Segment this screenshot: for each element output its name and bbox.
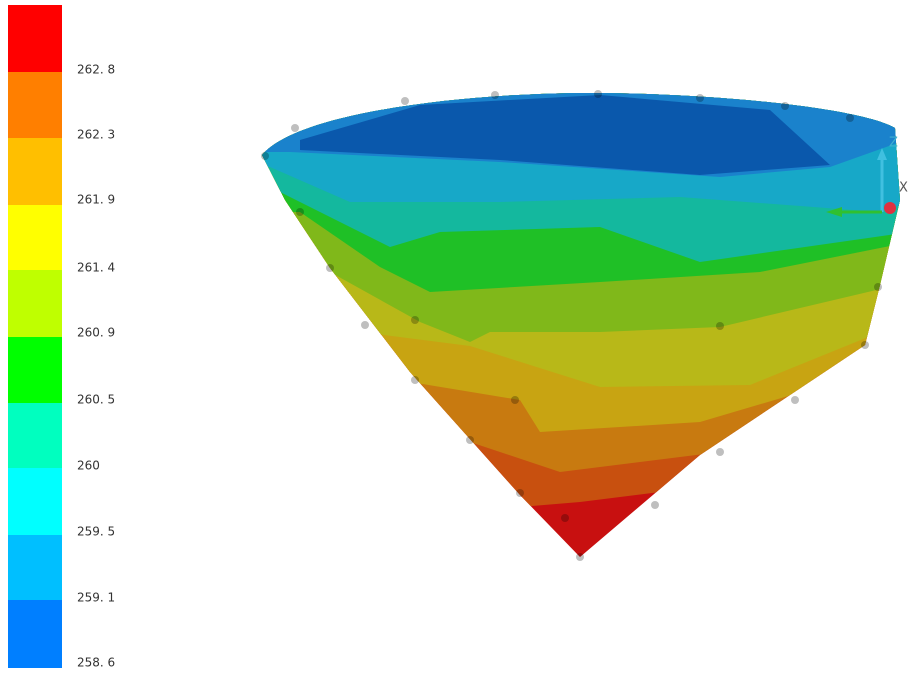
contour-view: 262. 8 262. 3 261. 9 261. 4 260. 9 260. 5 260 2… <box>0 0 910 673</box>
legend-label: 258. 6 <box>77 656 115 670</box>
axis-label: Z <box>889 136 898 151</box>
legend-swatch <box>8 535 62 600</box>
legend-label: 261. 4 <box>77 261 115 275</box>
legend-label: 261. 9 <box>77 193 115 207</box>
legend-swatch <box>8 468 62 535</box>
color-legend: 262. 8 262. 3 261. 9 261. 4 260. 9 260. 5 260 2… <box>8 5 115 670</box>
legend-label: 259. 1 <box>77 591 115 605</box>
legend-swatch <box>8 337 62 403</box>
legend-swatch <box>8 72 62 138</box>
legend-swatch <box>8 138 62 205</box>
legend-swatch <box>8 270 62 337</box>
legend-swatch <box>8 403 62 468</box>
legend-swatch <box>8 205 62 270</box>
legend-label: 260 <box>77 459 100 473</box>
contour-model <box>250 0 910 570</box>
viewport: 262. 8 262. 3 261. 9 261. 4 260. 9 260. 5 260 2… <box>0 0 910 673</box>
legend-label: 260. 5 <box>77 393 115 407</box>
legend-swatch <box>8 5 62 72</box>
legend-label: 262. 8 <box>77 63 115 77</box>
legend-label: 262. 3 <box>77 128 115 142</box>
axis-label: X <box>899 181 908 196</box>
legend-label: 259. 5 <box>77 525 115 539</box>
legend-label: 260. 9 <box>77 326 115 340</box>
legend-swatch <box>8 600 62 668</box>
